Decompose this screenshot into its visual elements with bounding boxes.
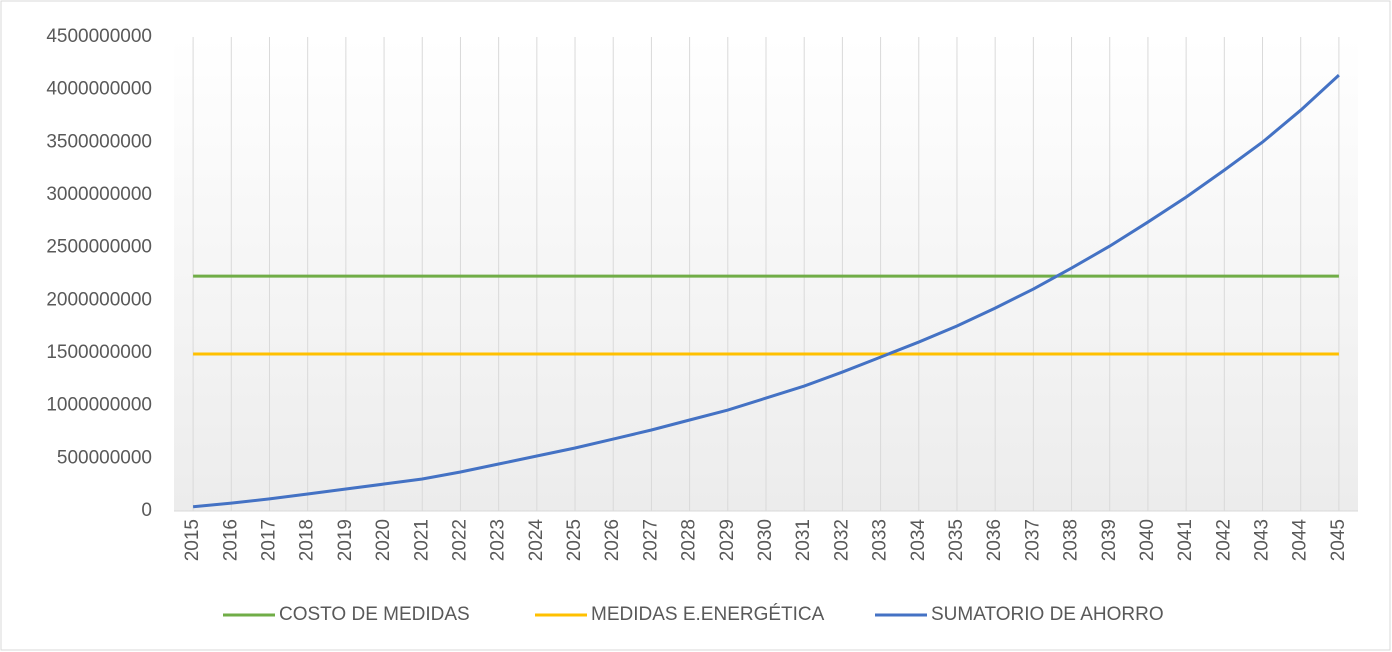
x-tick-label: 2018 [297, 519, 318, 561]
x-tick-label: 2039 [1099, 519, 1120, 561]
x-tick-label: 2017 [258, 519, 279, 561]
y-tick-label: 3500000000 [46, 131, 152, 152]
x-tick-label: 2027 [640, 519, 661, 561]
series-line [192, 74, 1340, 509]
x-tick-label: 2015 [182, 519, 203, 561]
x-tick-label: 2025 [564, 519, 585, 561]
legend-label: MEDIDAS E.ENERGÉTICA [591, 604, 825, 625]
x-tick-label: 2030 [755, 519, 776, 561]
x-tick-label: 2044 [1290, 519, 1311, 562]
x-tick-label: 2033 [870, 519, 891, 561]
x-tick-label: 2021 [411, 519, 432, 561]
x-tick-label: 2024 [526, 519, 547, 562]
y-tick-label: 2500000000 [46, 237, 152, 258]
x-tick-label: 2026 [602, 519, 623, 561]
x-tick-label: 2041 [1175, 519, 1196, 561]
legend-label: COSTO DE MEDIDAS [279, 604, 470, 625]
x-tick-label: 2038 [1061, 519, 1082, 561]
x-tick-label: 2043 [1252, 519, 1273, 561]
x-tick-label: 2035 [946, 519, 967, 561]
y-tick-label: 0 [141, 500, 152, 521]
y-tick-label: 4500000000 [46, 26, 152, 47]
y-tick-label: 1500000000 [46, 342, 152, 363]
x-tick-label: 2022 [449, 519, 470, 561]
x-tick-label: 2020 [373, 519, 394, 561]
y-tick-label: 500000000 [57, 447, 152, 468]
y-tick-label: 2000000000 [46, 289, 152, 310]
x-tick-label: 2031 [793, 519, 814, 561]
y-tick-label: 4000000000 [46, 79, 152, 100]
y-tick-label: 3000000000 [46, 184, 152, 205]
x-tick-label: 2019 [335, 519, 356, 561]
x-tick-label: 2040 [1137, 519, 1158, 561]
x-tick-label: 2032 [831, 519, 852, 561]
x-tick-label: 2029 [717, 519, 738, 561]
x-tick-label: 2023 [488, 519, 509, 561]
x-tick-label: 2036 [984, 519, 1005, 561]
y-tick-label: 1000000000 [46, 395, 152, 416]
x-tick-label: 2045 [1328, 519, 1349, 561]
x-tick-label: 2042 [1213, 519, 1234, 561]
legend-label: SUMATORIO DE AHORRO [931, 604, 1164, 625]
x-tick-label: 2037 [1022, 519, 1043, 561]
x-tick-label: 2028 [679, 519, 700, 561]
x-tick-label: 2016 [220, 519, 241, 561]
x-tick-label: 2034 [908, 519, 929, 562]
